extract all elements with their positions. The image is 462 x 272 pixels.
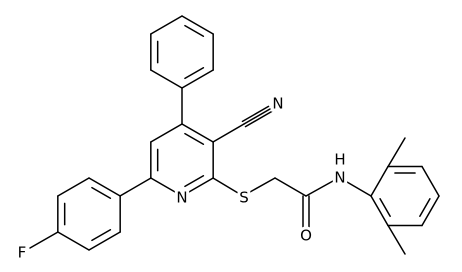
- bond: [181, 177, 214, 197]
- atom-labels: N N S H N O F: [15, 92, 349, 265]
- bond: [241, 105, 270, 123]
- bond: [346, 181, 372, 197]
- bond: [421, 165, 440, 197]
- bond: [379, 198, 391, 217]
- atom-label: N: [176, 189, 187, 207]
- atom-label: F: [18, 244, 27, 262]
- bond: [249, 177, 276, 193]
- atom-label: N: [272, 95, 283, 113]
- bond: [212, 177, 239, 194]
- bond: [88, 177, 121, 197]
- bond: [150, 177, 183, 197]
- bond: [243, 108, 271, 125]
- bond: [387, 224, 406, 255]
- bond: [150, 69, 183, 89]
- bond: [119, 177, 152, 197]
- bond: [181, 15, 214, 35]
- bond: [150, 15, 183, 35]
- bond: [91, 228, 112, 242]
- bond: [91, 186, 112, 200]
- bond: [212, 123, 245, 143]
- bond: [88, 231, 121, 251]
- atom-label: N: [334, 169, 345, 187]
- atom-label: H: [334, 151, 345, 169]
- bond: [181, 69, 214, 89]
- bonds: [29, 15, 440, 255]
- bond: [421, 195, 440, 227]
- bond: [57, 231, 90, 251]
- bond: [305, 180, 334, 197]
- bond: [370, 195, 389, 227]
- bond: [419, 198, 431, 217]
- bond: [184, 66, 205, 80]
- bond: [184, 174, 205, 188]
- bond: [181, 123, 214, 143]
- bond: [150, 123, 183, 143]
- bond: [184, 24, 205, 38]
- atom-label: S: [239, 189, 249, 207]
- bond: [370, 165, 389, 197]
- bond: [244, 110, 273, 128]
- bond: [57, 177, 90, 197]
- bond: [29, 231, 59, 249]
- bond: [184, 132, 205, 146]
- bond: [274, 177, 307, 197]
- atom-label: O: [300, 227, 312, 245]
- bond: [387, 137, 406, 168]
